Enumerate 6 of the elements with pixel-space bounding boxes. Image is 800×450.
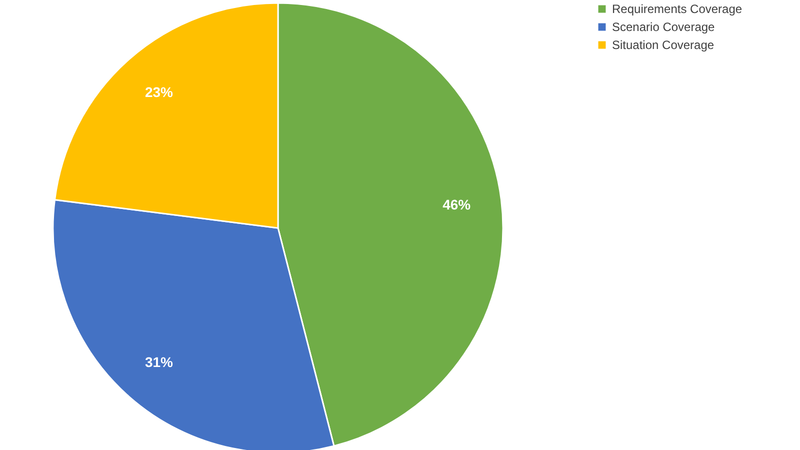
legend-label: Situation Coverage — [612, 38, 714, 52]
data-label: 46% — [442, 196, 472, 212]
data-label: 31% — [144, 354, 174, 370]
data-label: 23% — [144, 84, 174, 100]
legend-label: Scenario Coverage — [612, 20, 716, 34]
legend-label: Requirements Coverage — [612, 2, 742, 16]
